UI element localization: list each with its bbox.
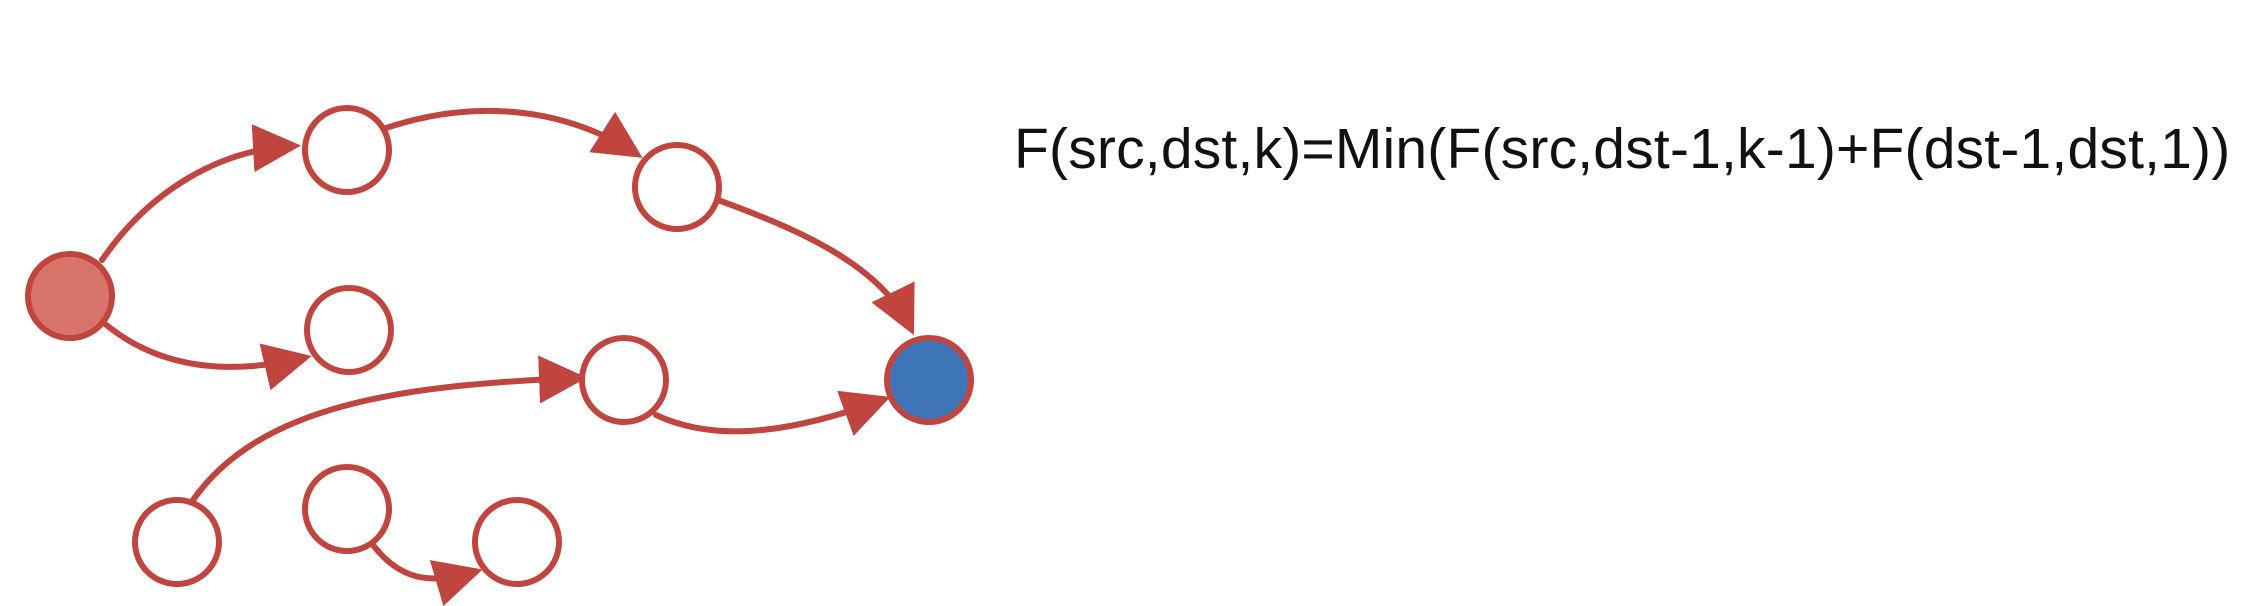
edge-n2-dst [715,197,915,336]
node-n4 [579,335,669,425]
edge-n6-n7 [370,542,483,606]
node-n6 [302,464,392,554]
edge-src-n1 [99,124,301,263]
edge-n4-dst [653,390,891,436]
node-n5 [132,497,222,587]
node-n1 [302,105,392,195]
nodes-layer [25,105,974,587]
node-n2 [632,142,722,232]
recurrence-formula: F(src,dst,k)=Min(F(src,dst-1,k-1)+F(dst-… [1014,117,2231,181]
source-node [25,251,115,341]
edge-n5-n4 [190,355,587,503]
edges-layer [99,107,915,606]
destination-node [884,335,974,425]
node-n3 [304,285,394,375]
edge-src-n3 [101,320,312,391]
node-n7 [472,497,562,587]
edge-n1-n2 [383,107,643,158]
